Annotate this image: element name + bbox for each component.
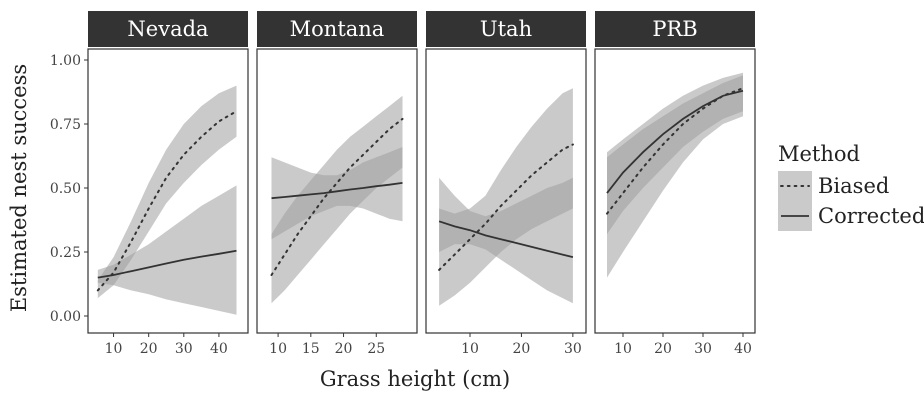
- ribbon-biased: [439, 88, 573, 306]
- x-tick-label: 40: [734, 341, 752, 357]
- facet-strip-label: Utah: [480, 17, 532, 41]
- ribbon-corrected: [607, 75, 743, 235]
- ribbon-corrected: [271, 147, 403, 240]
- x-tick-label: 20: [140, 341, 158, 357]
- x-axis-label: Grass height (cm): [320, 367, 510, 391]
- x-tick-label: 30: [564, 341, 582, 357]
- facet-strip: [88, 11, 248, 47]
- x-tick-label: 20: [335, 341, 353, 357]
- facet-strip: [595, 11, 755, 47]
- x-tick-label: 10: [269, 341, 287, 357]
- panel-border: [256, 48, 418, 334]
- line-corrected: [438, 220, 574, 258]
- y-tick-label: 0.00: [50, 309, 81, 325]
- x-tick-label: 10: [461, 341, 479, 357]
- panel-nevada: Nevada 10 20 30 40: [87, 11, 249, 357]
- x-tick-label: 10: [614, 341, 632, 357]
- x-tick-label: 10: [105, 341, 123, 357]
- panel-border: [87, 48, 249, 334]
- legend: Method Biased Corrected: [778, 142, 924, 231]
- line-corrected: [271, 182, 403, 200]
- line-corrected: [606, 89, 744, 194]
- panel-prb: PRB 10 20 30 40: [594, 11, 756, 357]
- facet-strip: [257, 11, 417, 47]
- facet-strip: [426, 11, 586, 47]
- y-tick-label: 1.00: [50, 53, 81, 69]
- panel-border: [594, 48, 756, 334]
- x-tick-label: 15: [302, 341, 320, 357]
- x-tick-label: 25: [367, 341, 385, 357]
- facet-strip-label: PRB: [652, 17, 697, 41]
- y-tick-label: 0.50: [50, 181, 81, 197]
- y-axis-label: Estimated nest success: [7, 64, 31, 312]
- panel-utah: Utah 10 20 30: [425, 11, 587, 357]
- legend-title: Method: [778, 142, 860, 166]
- ribbon-corrected: [97, 185, 237, 315]
- x-tick-label: 40: [210, 341, 228, 357]
- panel-border: [425, 48, 587, 334]
- y-tick-label: 0.25: [50, 245, 81, 261]
- facet-strip-label: Nevada: [127, 17, 208, 41]
- facet-strip-label: Montana: [290, 17, 385, 41]
- x-tick-label: 30: [694, 341, 712, 357]
- line-corrected: [97, 249, 237, 279]
- line-biased: [270, 117, 404, 276]
- y-tick-label: 0.75: [50, 117, 81, 133]
- x-tick-label: 20: [654, 341, 672, 357]
- line-biased: [438, 143, 574, 271]
- x-tick-label: 30: [175, 341, 193, 357]
- y-axis: 0.00 0.25 0.50 0.75 1.00: [50, 53, 88, 325]
- ribbon-biased: [97, 85, 237, 299]
- legend-label-corrected: Corrected: [818, 204, 924, 228]
- x-tick-label: 20: [513, 341, 531, 357]
- legend-label-biased: Biased: [818, 174, 889, 198]
- line-biased: [96, 110, 238, 292]
- panel-montana: Montana 10 15 20 25: [256, 11, 418, 357]
